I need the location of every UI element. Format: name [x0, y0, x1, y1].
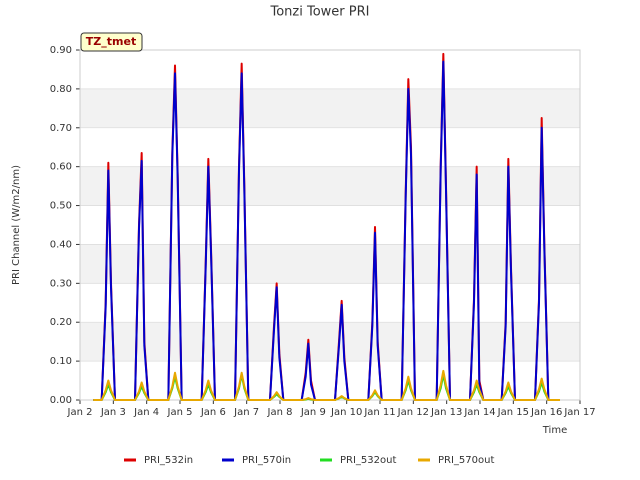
y-tick-label: 0.40 [50, 239, 72, 250]
band [80, 244, 580, 284]
y-tick-label: 0.00 [50, 395, 72, 406]
x-tick-label: Jan 14 [463, 407, 495, 418]
x-tick-label: Jan 7 [233, 407, 259, 418]
x-tick-label: Jan 16 [530, 407, 562, 418]
x-axis-label: Time [542, 425, 567, 436]
legend-label: PRI_570in [242, 455, 291, 466]
x-tick-label: Jan 8 [267, 407, 293, 418]
annotation: TZ_tmet [86, 35, 136, 48]
y-tick-label: 0.90 [50, 45, 72, 56]
x-tick-label: Jan 12 [397, 407, 429, 418]
x-tick-label: Jan 11 [363, 407, 395, 418]
y-tick-label: 0.10 [50, 356, 72, 367]
legend-label: PRI_532out [340, 455, 396, 466]
series-line [93, 369, 560, 401]
x-tick-label: Jan 15 [497, 407, 529, 418]
y-axis-label: PRI Channel (W/m2/nm) [11, 165, 22, 285]
band [80, 166, 580, 206]
y-tick-label: 0.70 [50, 123, 72, 134]
x-tick-label: Jan 6 [200, 407, 226, 418]
band [80, 88, 580, 128]
x-tick-label: Jan 13 [430, 407, 462, 418]
x-tick-label: Jan 5 [167, 407, 193, 418]
x-tick-label: Jan 17 [563, 407, 595, 418]
x-tick-label: Jan 9 [300, 407, 326, 418]
x-tick-label: Jan 10 [330, 407, 362, 418]
band [80, 322, 580, 362]
legend-label: PRI_570out [438, 455, 494, 466]
x-tick-label: Jan 4 [133, 407, 159, 418]
y-tick-label: 0.80 [50, 84, 72, 95]
y-tick-label: 0.60 [50, 162, 72, 173]
y-tick-label: 0.20 [50, 317, 72, 328]
bands [80, 88, 580, 362]
x-tick-label: Jan 3 [100, 407, 126, 418]
annotation-box [80, 32, 143, 52]
chart-title: Tonzi Tower PRI [270, 5, 370, 20]
legend-label: PRI_532in [144, 455, 193, 466]
y-tick-label: 0.50 [50, 201, 72, 212]
x-tick-label: Jan 2 [67, 407, 93, 418]
y-tick-label: 0.30 [50, 278, 72, 289]
